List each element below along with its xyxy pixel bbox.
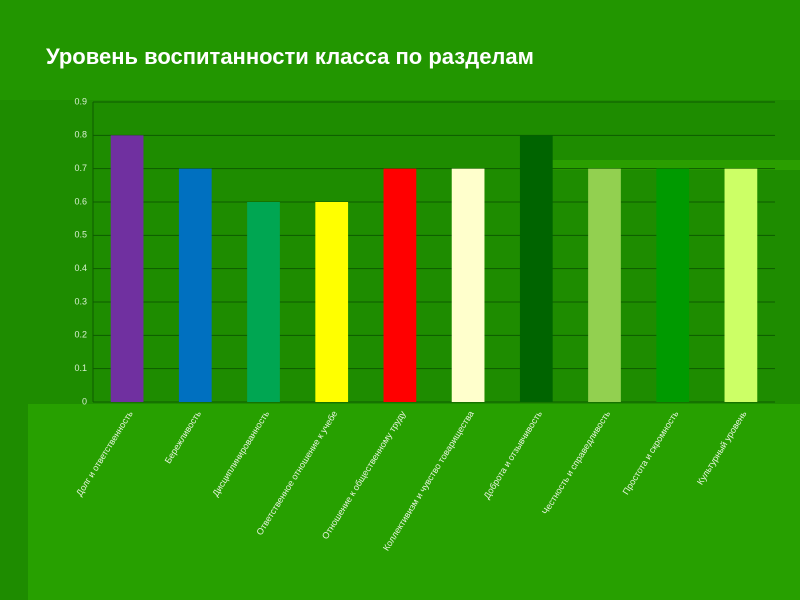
y-tick-label: 0.4 <box>74 263 87 273</box>
background-band <box>28 404 800 600</box>
bar <box>656 168 690 402</box>
y-tick-label: 0.3 <box>74 296 87 306</box>
y-tick-label: 0.1 <box>74 363 87 373</box>
bar <box>315 202 349 402</box>
bar <box>724 168 758 402</box>
bar <box>383 168 417 402</box>
bar <box>247 202 280 402</box>
y-tick-label: 0.7 <box>74 163 87 173</box>
y-tick-label: 0.6 <box>74 196 87 206</box>
y-tick-label: 0 <box>82 396 87 406</box>
bar <box>451 168 485 402</box>
bar <box>519 135 553 403</box>
bar <box>178 168 212 402</box>
background-band <box>540 160 800 170</box>
y-tick-label: 0.9 <box>74 96 87 106</box>
bar <box>588 168 621 402</box>
y-tick-label: 0.2 <box>74 330 87 340</box>
y-tick-label: 0.8 <box>74 130 87 140</box>
background-band <box>0 0 800 100</box>
bar <box>110 135 144 403</box>
y-tick-label: 0.5 <box>74 230 87 240</box>
chart-title: Уровень воспитанности класса по разделам <box>46 44 534 69</box>
